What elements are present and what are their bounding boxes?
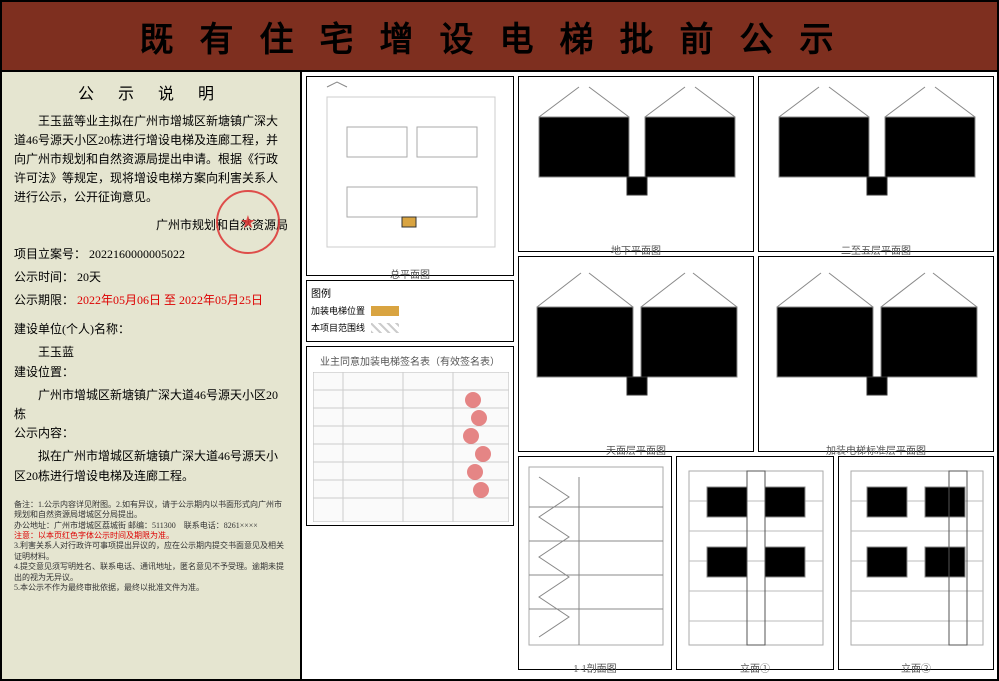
legend-row-a: 加装电梯位置 (311, 304, 509, 317)
eleva-svg (677, 457, 835, 655)
sitemap-svg (307, 77, 515, 261)
plan1-svg (519, 77, 755, 237)
content-value: 拟在广州市增城区新塘镇广深大道46号源天小区20栋进行增设电梯及连廊工程。 (14, 447, 288, 485)
elevb-pane: 立面② (838, 456, 994, 670)
content-row: 公 示 说 明 王玉蓝等业主拟在广州市增城区新塘镇广深大道46号源天小区20栋进… (2, 70, 997, 679)
plan2-pane: 二至五层平面图 (758, 76, 994, 252)
elevb-caption: 立面② (839, 660, 993, 675)
legend-title: 图例 (311, 285, 509, 300)
duration-row: 公示时间： 20天 (14, 268, 288, 287)
period-from: 2022年05月06日 (77, 293, 161, 307)
plan4-svg (759, 257, 995, 437)
meta-block: 项目立案号： 2022160000005022 公示时间： 20天 公示期限： … (14, 245, 288, 311)
drawings-panel: 总平面图 图例 加装电梯位置 本项目范围线 业主同意加装电梯签名表（有效签名表） (302, 72, 997, 679)
fineprint: 备注：1.公示内容详见附图。2.如有异议，请于公示期内以书面形式向广州市规划和自… (14, 500, 288, 594)
eleva-pane: 立面① (676, 456, 834, 670)
sitemap-caption: 总平面图 (307, 266, 513, 281)
duration-label: 公示时间： (14, 270, 74, 284)
duration-value: 20天 (77, 270, 101, 284)
fine-warn: 注意：以本页红色字体公示时间及期限为准。 (14, 531, 288, 541)
seal-icon: ★ (216, 190, 280, 254)
period-label: 公示期限： (14, 293, 74, 307)
notice-heading: 公 示 说 明 (14, 82, 288, 108)
section-pane: 1-1剖面图 (518, 456, 672, 670)
eleva-caption: 立面① (677, 660, 833, 675)
sign-table-svg (313, 372, 509, 522)
section-caption: 1-1剖面图 (519, 660, 671, 675)
elevb-svg (839, 457, 995, 655)
sign-table-caption: 业主同意加装电梯签名表（有效签名表） (313, 353, 507, 368)
legend-b-label: 本项目范围线 (311, 321, 365, 334)
sitemap-pane: 总平面图 (306, 76, 514, 276)
fine-1: 备注：1.公示内容详见附图。2.如有异议，请于公示期内以书面形式向广州市规划和自… (14, 500, 288, 521)
project-no-label: 项目立案号： (14, 247, 86, 261)
legend-row-b: 本项目范围线 (311, 321, 509, 334)
banner-title: 既有住宅增设电梯批前公示 (140, 12, 860, 61)
page-root: 既有住宅增设电梯批前公示 公 示 说 明 王玉蓝等业主拟在广州市增城区新塘镇广深… (0, 0, 999, 681)
plan1-caption: 地下平面图 (519, 242, 753, 257)
plan3-caption: 天面层平面图 (519, 442, 753, 457)
period-row: 公示期限： 2022年05月06日 至 2022年05月25日 (14, 291, 288, 310)
section-svg (519, 457, 673, 655)
fine-3: 3.利害关系人对行政许可事项提出异议的，应在公示期内提交书面意见及相关证明材料。 (14, 541, 288, 562)
content-label: 公示内容： (14, 424, 288, 443)
legend-a-label: 加装电梯位置 (311, 304, 365, 317)
plan4-pane: 加装电梯标准层平面图 (758, 256, 994, 452)
fine-5: 5.本公示不作为最终审批依据，最终以批准文件为准。 (14, 583, 288, 593)
plan4-caption: 加装电梯标准层平面图 (759, 442, 993, 457)
legend-a-swatch (371, 306, 399, 316)
notice-panel: 公 示 说 明 王玉蓝等业主拟在广州市增城区新塘镇广深大道46号源天小区20栋进… (2, 72, 302, 679)
legend-pane: 图例 加装电梯位置 本项目范围线 (306, 280, 514, 342)
period-sep: 至 (164, 293, 176, 307)
fine-2: 办公地址：广州市增城区荔城街 邮编：511300 联系电话：8261×××× (14, 521, 288, 531)
loc-value: 广州市增城区新塘镇广深大道46号源天小区20栋 (14, 386, 288, 424)
plan1-pane: 地下平面图 (518, 76, 754, 252)
sign-table-pane: 业主同意加装电梯签名表（有效签名表） (306, 346, 514, 526)
loc-label: 建设位置： (14, 363, 288, 382)
unit-value: 王玉蓝 (14, 343, 288, 362)
legend-b-swatch (371, 323, 399, 333)
banner: 既有住宅增设电梯批前公示 (2, 2, 997, 70)
period-to: 2022年05月25日 (179, 293, 263, 307)
project-no-value: 2022160000005022 (89, 247, 185, 261)
fine-4: 4.提交意见须写明姓名、联系电话、通讯地址，匿名意见不予受理。逾期未提出的视为无… (14, 562, 288, 583)
plan3-pane: 天面层平面图 (518, 256, 754, 452)
star-icon: ★ (240, 208, 256, 237)
details-block: 建设单位(个人)名称： 王玉蓝 建设位置： 广州市增城区新塘镇广深大道46号源天… (14, 320, 288, 486)
plan3-svg (519, 257, 755, 437)
unit-label: 建设单位(个人)名称： (14, 320, 288, 339)
plan2-svg (759, 77, 995, 237)
plan2-caption: 二至五层平面图 (759, 242, 993, 257)
